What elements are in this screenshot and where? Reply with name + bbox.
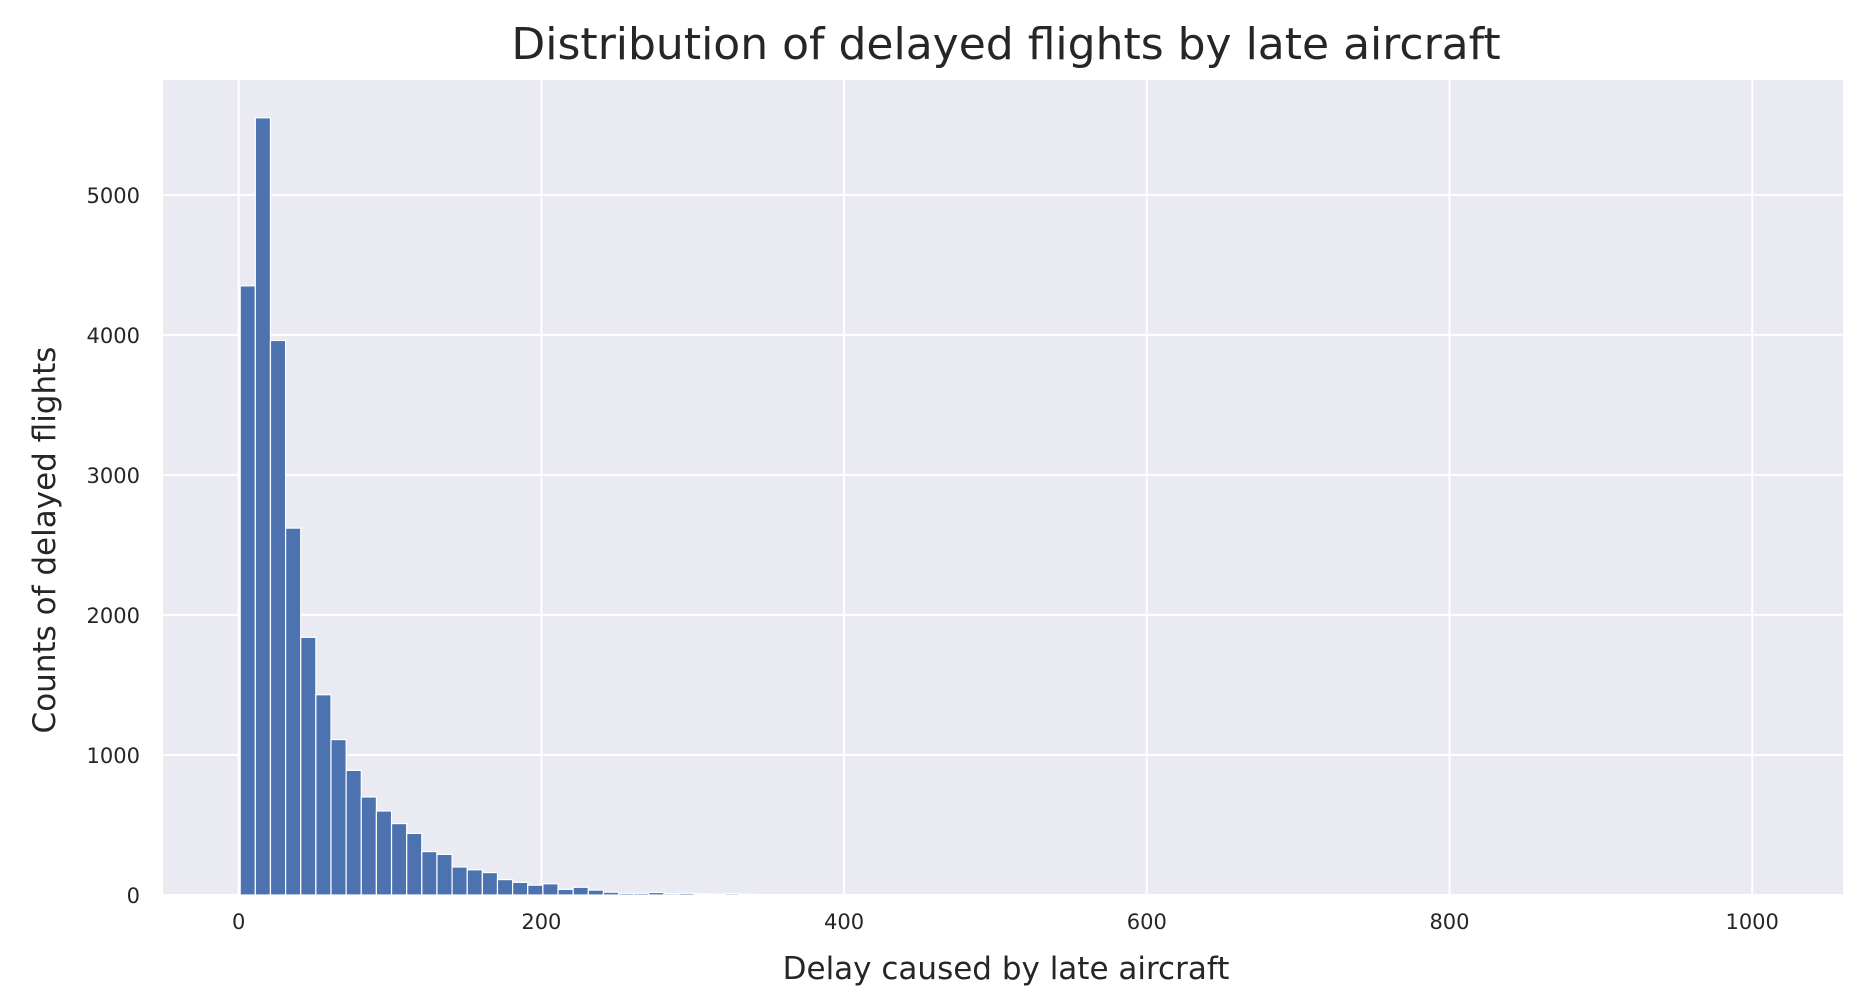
histogram-bar: [587, 889, 605, 896]
histogram-bar: [254, 117, 272, 896]
x-tick-label: 600: [1127, 910, 1167, 934]
histogram-bar: [239, 285, 256, 896]
histogram-bar: [542, 883, 559, 896]
histogram-bar: [708, 893, 726, 896]
histogram-bar: [330, 738, 347, 896]
y-tick-label: 4000: [87, 324, 140, 348]
x-axis-ticks: 0 200 400 600 800 1000: [232, 910, 1779, 934]
y-tick-label: 0: [127, 884, 140, 908]
histogram-bar: [375, 810, 393, 896]
histogram-bar: [360, 796, 378, 896]
x-tick-label: 800: [1429, 910, 1469, 934]
histogram-bar: [390, 822, 408, 896]
histogram-bars: [239, 117, 847, 896]
histogram-bar: [269, 339, 287, 896]
histogram-bar: [421, 850, 438, 896]
y-tick-label: 1000: [87, 744, 140, 768]
histogram-bar: [723, 892, 741, 896]
histogram-bar: [284, 527, 302, 896]
histogram-bar: [602, 891, 620, 896]
histogram-bar: [557, 888, 574, 896]
histogram-bar: [693, 893, 710, 896]
chart-title: Distribution of delayed flights by late …: [511, 19, 1500, 70]
y-axis-ticks: 0 1000 2000 3000 4000 5000: [87, 184, 140, 908]
x-tick-label: 400: [824, 910, 864, 934]
x-tick-label: 0: [232, 910, 245, 934]
histogram-bar: [315, 694, 332, 896]
histogram-bar: [527, 884, 544, 896]
histogram-bar: [300, 636, 317, 896]
histogram-bar: [496, 878, 514, 896]
histogram-bar: [663, 892, 680, 896]
y-tick-label: 3000: [87, 464, 140, 488]
x-tick-label: 1000: [1725, 910, 1778, 934]
histogram-bar: [648, 891, 665, 896]
y-tick-label: 5000: [87, 184, 140, 208]
histogram-bar: [345, 769, 362, 896]
y-axis-label: Counts of delayed flights: [27, 347, 63, 734]
histogram-bar: [451, 866, 468, 896]
histogram-bar: [481, 871, 499, 896]
y-tick-label: 2000: [87, 604, 140, 628]
histogram-bar: [572, 886, 589, 896]
histogram-bar: [512, 881, 529, 896]
histogram-bar: [739, 893, 756, 896]
histogram-bar: [436, 853, 453, 896]
histogram-bar: [633, 892, 650, 896]
histogram-bar: [617, 892, 635, 896]
histogram-bar: [466, 869, 483, 896]
histogram-bar: [678, 892, 695, 896]
x-tick-label: 200: [521, 910, 561, 934]
histogram-bar: [406, 832, 423, 896]
plot-area: [163, 80, 1843, 895]
x-axis-label: Delay caused by late aircraft: [783, 951, 1230, 987]
